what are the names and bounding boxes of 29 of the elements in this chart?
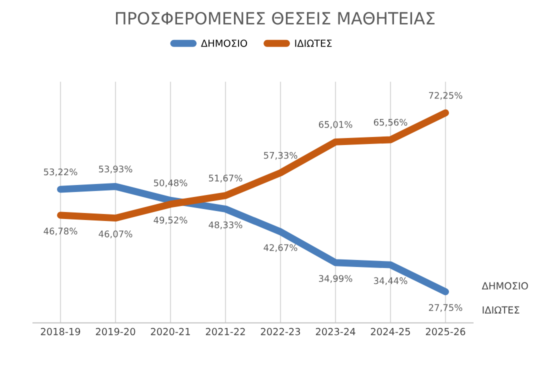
x-tick-label: 2024-25 bbox=[370, 328, 410, 336]
legend-label: ΔΗΜΟΣΙΟ bbox=[201, 40, 248, 47]
x-tick-label: 2018-19 bbox=[40, 328, 80, 336]
data-label: 46,78% bbox=[44, 228, 78, 236]
data-label: 53,22% bbox=[44, 168, 78, 176]
data-label: 50,48% bbox=[154, 179, 188, 188]
data-label: 72,25% bbox=[429, 92, 462, 100]
text: ΙΔΙΩΤΕΣ bbox=[482, 306, 520, 314]
data-label: 42,67% bbox=[264, 244, 298, 252]
data-label: 57,33% bbox=[264, 152, 298, 160]
data-label: 27,75% bbox=[428, 304, 462, 312]
data-label: 34,44% bbox=[374, 277, 408, 286]
text: ΔΗΜΟΣΙΟ bbox=[482, 282, 528, 290]
x-tick-label: 2022-23 bbox=[260, 328, 300, 336]
data-label: 34,99% bbox=[318, 275, 352, 283]
x-tick-label: 2019-20 bbox=[96, 328, 136, 336]
legend-label: ΙΔΙΩΤΕΣ bbox=[295, 40, 332, 47]
data-label: 65,01% bbox=[318, 121, 352, 129]
data-label: 46,07% bbox=[98, 230, 132, 238]
x-tick-label: 2021-22 bbox=[206, 328, 245, 336]
x-tick-label: 2025-26 bbox=[426, 328, 466, 336]
data-label: 49,52% bbox=[154, 216, 188, 224]
x-tick-label: 2020-21 bbox=[150, 328, 190, 336]
chart-title: ΠΡΟΣΦΕΡΟΜΕΝΕΣ ΘΕΣΕΙΣ ΜΑΘΗΤΕΙΑΣ bbox=[116, 12, 435, 25]
data-label: 51,67% bbox=[208, 174, 242, 182]
data-label: 53,93% bbox=[98, 166, 132, 174]
x-tick-label: 2023-24 bbox=[316, 328, 356, 336]
data-label: 65,56% bbox=[374, 118, 408, 127]
data-label: 48,33% bbox=[208, 221, 242, 230]
